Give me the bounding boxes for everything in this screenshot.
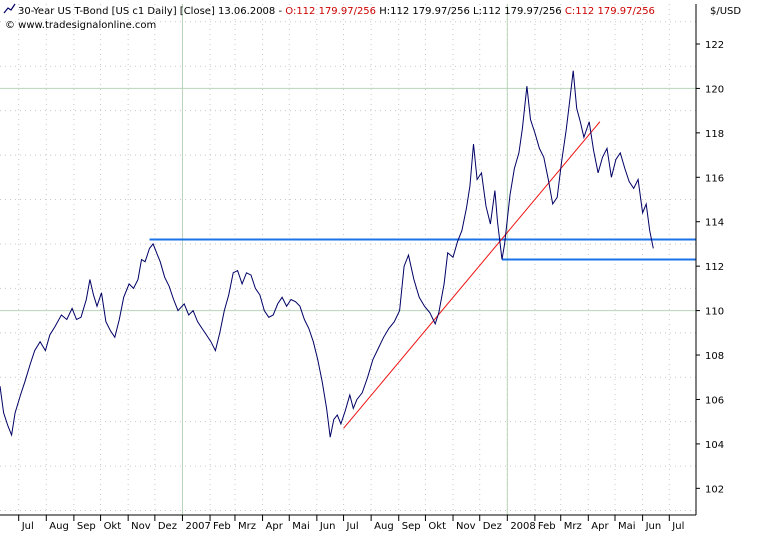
high-value: H:112 179.97/256	[379, 6, 470, 17]
close-value: C:112 179.97/256	[565, 6, 655, 17]
instrument-title: 30-Year US T-Bond [US c1 Daily] [Close] …	[18, 6, 282, 17]
x-tick-label: Dez	[158, 521, 177, 532]
x-tick-label: Jul	[671, 521, 684, 532]
low-value: L:112 179.97/256	[473, 6, 562, 17]
x-tick-label: Feb	[538, 521, 556, 532]
y-axis-ticks: 102 104 106 108 110 112 114 116 118 120 122	[696, 40, 724, 495]
watermark: © www.tradesignalonline.com	[5, 20, 156, 31]
x-tick-label: 2008	[510, 521, 535, 532]
x-tick-label: Apr	[591, 521, 609, 532]
trendline-layer	[343, 121, 601, 429]
y-tick-label: 106	[705, 395, 724, 406]
x-axis-ticks: Jul Aug Sep Okt Nov Dez 2007 Feb Mrz Apr Mai Jun Jul…	[18, 515, 684, 532]
horizontal-lines	[149, 238, 696, 261]
y-tick-label: 116	[705, 173, 724, 184]
x-tick-label: Aug	[49, 521, 69, 532]
unit-label: $/USD	[710, 6, 741, 17]
x-tick-label: Jun	[319, 521, 336, 532]
x-tick-label: Nov	[456, 521, 476, 532]
trendline	[343, 121, 601, 429]
x-tick-label: Feb	[213, 521, 231, 532]
y-tick-label: 112	[705, 262, 724, 273]
x-tick-label: 2007	[185, 521, 210, 532]
y-tick-label: 122	[705, 40, 724, 51]
title-bar: 30-Year US T-Bond [US c1 Daily] [Close] …	[3, 3, 655, 17]
y-tick-label: 102	[705, 484, 724, 495]
x-tick-label: Aug	[374, 521, 394, 532]
x-tick-label: Okt	[428, 521, 446, 532]
price-series	[0, 70, 654, 438]
x-tick-label: Sep	[77, 521, 96, 532]
x-tick-label: Nov	[131, 521, 151, 532]
y-tick-label: 110	[705, 307, 724, 318]
x-tick-label: Jul	[346, 521, 359, 532]
y-tick-label: 108	[705, 351, 724, 362]
x-tick-label: Jun	[645, 521, 662, 532]
x-tick-label: Jul	[21, 521, 34, 532]
x-tick-label: Mai	[292, 521, 310, 532]
grid	[0, 4, 696, 515]
x-tick-label: Mrz	[238, 521, 256, 532]
y-tick-label: 118	[705, 129, 724, 140]
price-line	[0, 70, 654, 438]
x-tick-label: Mai	[618, 521, 636, 532]
open-value: O:112 179.97/256	[285, 6, 376, 17]
y-tick-label: 120	[705, 84, 724, 95]
x-tick-label: Dez	[483, 521, 502, 532]
x-tick-label: Sep	[402, 521, 421, 532]
x-tick-label: Apr	[266, 521, 284, 532]
x-tick-label: Okt	[104, 521, 122, 532]
svg-text:30-Year US T-Bond [US c1 Dail: 30-Year US T-Bond [US c1 Daily] [Close] …	[18, 6, 655, 17]
y-tick-label: 104	[705, 440, 724, 451]
chart-type-icon	[3, 3, 16, 14]
x-tick-label: Mrz	[564, 521, 582, 532]
plot-frame	[0, 4, 697, 516]
y-tick-label: 114	[705, 218, 724, 229]
